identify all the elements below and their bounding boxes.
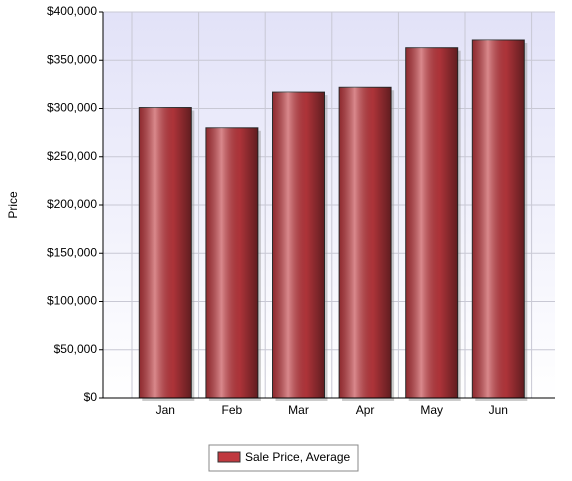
bar-shading [205, 127, 258, 399]
y-axis-title: Price [6, 191, 20, 219]
x-tick-label: May [420, 403, 443, 417]
x-tick-label: Mar [288, 403, 309, 417]
bar-shading [339, 87, 392, 399]
y-tick-label: $0 [84, 390, 98, 404]
x-tick-label: Jun [489, 403, 508, 417]
y-tick-label: $200,000 [47, 197, 97, 211]
bar-shading [139, 107, 192, 398]
y-tick-label: $100,000 [47, 294, 97, 308]
bar-shading [272, 92, 325, 398]
x-tick-label: Jan [156, 403, 175, 417]
y-tick-label: $50,000 [54, 342, 98, 356]
legend-swatch [217, 451, 241, 463]
x-tick-label: Apr [356, 403, 375, 417]
legend-label: Sale Price, Average [245, 450, 351, 464]
x-tick-label: Feb [222, 403, 243, 417]
y-tick-label: $250,000 [47, 149, 97, 163]
y-tick-label: $300,000 [47, 101, 97, 115]
y-tick-label: $150,000 [47, 245, 97, 259]
y-tick-label: $350,000 [47, 52, 97, 66]
bar-shading [405, 47, 458, 399]
bar-shading [472, 39, 525, 399]
y-tick-label: $400,000 [47, 4, 97, 18]
